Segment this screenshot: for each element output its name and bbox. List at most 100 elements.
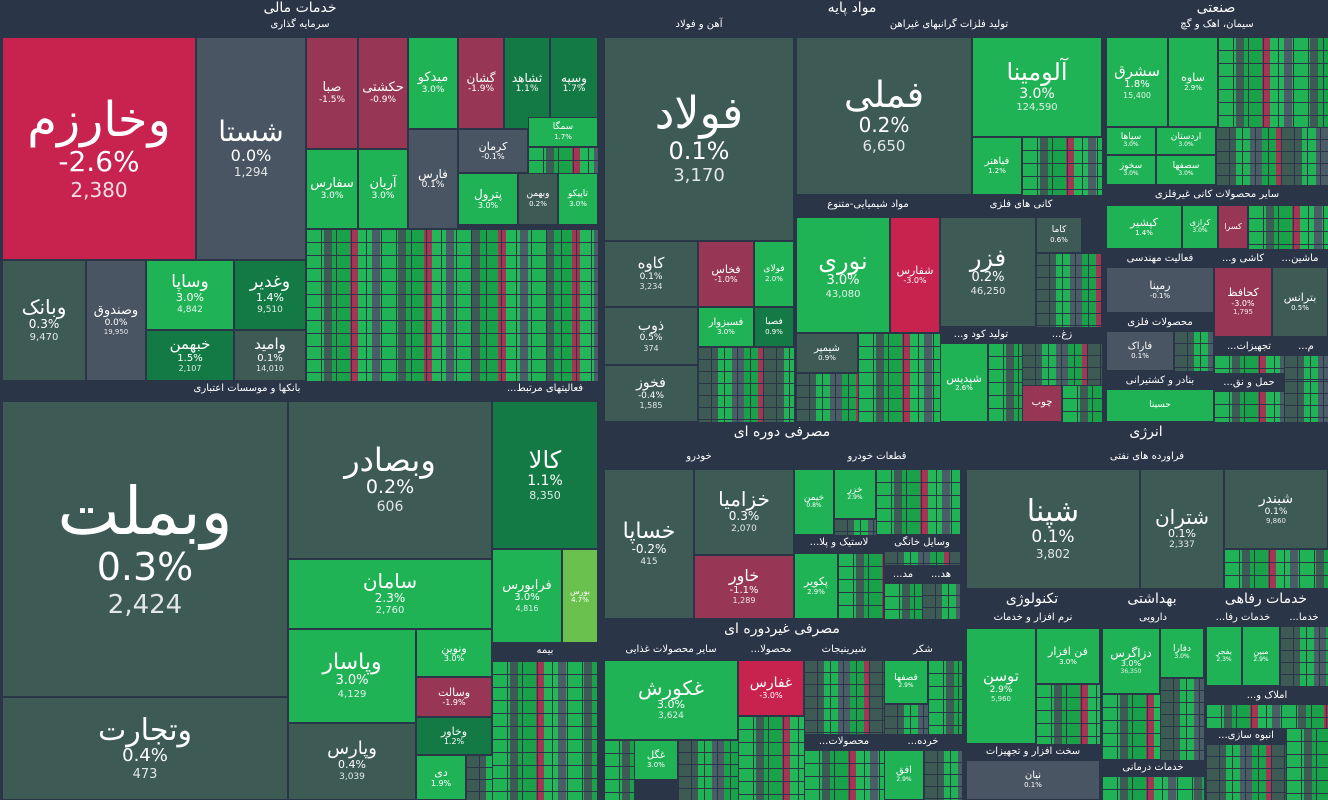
subsector-sugar: شکر قصفها 2.9% <box>884 642 962 734</box>
stock-tile-bafajr[interactable]: بفجر 2.3% <box>1206 626 1242 686</box>
stock-tile-arian[interactable]: آریان 3.0% <box>358 149 408 229</box>
stock-tile-mabin[interactable]: مبین 2.9% <box>1242 626 1280 686</box>
stock-tile-ardestan[interactable]: اردستان 3.0% <box>1156 127 1216 155</box>
sector-technology: تکنولوژی نرم افزار و خدمات توسن 2.9% 5,9… <box>964 591 1100 800</box>
stock-tile-kama[interactable]: کاما 0.6% <box>1036 217 1082 253</box>
stock-tile-fkhooz[interactable]: فخوز -0.4% 1,585 <box>604 365 698 422</box>
sector-title: خدمات رفاهی <box>1224 591 1308 607</box>
stock-tile-niyan[interactable]: نیان 0.1% <box>966 760 1100 800</box>
stock-tile-qfaqha[interactable]: قصفها 2.9% <box>884 660 928 704</box>
stock-tile-vnovin[interactable]: ونوین 3.0% <box>416 629 492 677</box>
stock-tile-vkhavar[interactable]: وخاور 1.2% <box>416 717 492 755</box>
stock-tile-shepna[interactable]: شپنا 0.1% 3,802 <box>966 469 1140 589</box>
stock-tile-vsapa[interactable]: وساپا 3.0% 4,842 <box>146 260 234 330</box>
stock-tile-khavar[interactable]: خاور -1.1% 1,289 <box>694 555 794 619</box>
stock-tile-farabourse[interactable]: فرابورس 3.0% 4,816 <box>492 549 562 643</box>
stock-tile-khasapa[interactable]: خساپا -0.2% 415 <box>604 469 694 619</box>
stock-tile-sasfeha[interactable]: سصفها 3.0% <box>1156 155 1216 185</box>
stock-tile-di[interactable]: دی 1.9% <box>416 755 466 800</box>
stock-tile-skhuz[interactable]: سخوز 3.0% <box>1106 155 1156 185</box>
subsector-title: بانکها و موسسات اعتباری <box>193 383 301 394</box>
stock-tile-saba[interactable]: صبا -1.5% <box>306 37 358 149</box>
stock-tile-ghkoorosh[interactable]: غکورش 3.0% 3,624 <box>604 660 738 740</box>
stock-tile-shefars[interactable]: شفارس -3.0% <box>890 217 940 333</box>
small-tiles-cluster <box>1206 744 1286 800</box>
stock-tile-saman[interactable]: سامان 2.3% 2,760 <box>288 559 492 629</box>
stock-tile-kala[interactable]: کالا 1.1% 8,350 <box>492 401 598 549</box>
stock-tile-vsalat[interactable]: وسالت -1.9% <box>416 677 492 717</box>
sector-cyclical: مصرفی دوره ای خودرو خساپا -0.2% 415 خزام… <box>602 424 962 619</box>
stock-tile-sshargh[interactable]: سشرق 1.8% 15,400 <box>1106 37 1168 127</box>
stock-tile-dfara[interactable]: دفارا 3.0% <box>1160 628 1204 678</box>
stock-tile-kerman[interactable]: کرمان -0.1% <box>458 129 528 173</box>
stock-tile-rampna[interactable]: رمپنا -0.1% <box>1106 267 1214 313</box>
stock-tile-vbamellat[interactable]: وبملت 0.3% 2,424 <box>2 401 288 697</box>
stock-tile-ghgol[interactable]: غگل 3.0% <box>634 740 678 780</box>
stock-tile-semga[interactable]: سمگا 1.7% <box>528 117 598 147</box>
stock-tile-afagh[interactable]: افق 2.9% <box>884 750 924 800</box>
small-tiles-cluster <box>1022 137 1102 195</box>
stock-tile-vamid[interactable]: وامید 0.1% 14,010 <box>234 330 306 381</box>
stock-tile-shpdis[interactable]: شپدیس 2.6% <box>940 343 988 422</box>
stock-tile-bourse[interactable]: بورس 4.7% <box>562 549 598 643</box>
stock-tile-chop[interactable]: چوب <box>1022 385 1062 422</box>
small-tiles-cluster <box>858 333 940 422</box>
stock-tile-vkharazm[interactable]: وخارزم -2.6% 2,380 <box>2 37 196 260</box>
stock-tile-krazi[interactable]: کرازی 3.0% <box>1182 205 1218 249</box>
stock-tile-kaveh[interactable]: کاوه 0.1% 3,234 <box>604 241 698 307</box>
stock-tile-hasina[interactable]: حسینا <box>1106 389 1214 422</box>
small-tiles-cluster <box>306 229 598 381</box>
stock-tile-fanafzar[interactable]: فن افزار 3.0% <box>1036 628 1100 684</box>
stock-tile-fars[interactable]: فارس 0.1% <box>408 129 458 229</box>
stock-tile-goshan[interactable]: گشان -1.9% <box>458 37 504 129</box>
stock-tile-vsandooq[interactable]: وصندوق 0.0% 19,950 <box>86 260 146 381</box>
stock-tile-khafez[interactable]: کحافظ -3.0% 1,795 <box>1214 267 1272 337</box>
stock-tile-vghadir[interactable]: وغدیر 1.4% 9,510 <box>234 260 306 330</box>
stock-tile-sipaha[interactable]: سپاها 3.0% <box>1106 127 1156 155</box>
sector-noncyclical: مصرفی غیردوره ای سایر محصولات غذایی غکور… <box>602 621 962 800</box>
stock-tile-vsepah[interactable]: وسپه 1.7% <box>550 37 598 129</box>
stock-tile-shbandar[interactable]: شبندر 0.1% 9,860 <box>1224 469 1328 549</box>
stock-tile-shesapir[interactable]: شیمپر 0.9% <box>796 333 858 373</box>
stock-tile-fsabzevar[interactable]: فسبزوار 3.0% <box>698 307 754 347</box>
stock-tile-saveh[interactable]: ساوه 2.9% <box>1168 37 1218 127</box>
stock-tile-khazamia[interactable]: خزامیا 0.3% 2,070 <box>694 469 794 555</box>
stock-tile-ghfars[interactable]: غفارس -3.0% <box>738 660 804 716</box>
sector-base-materials: مواد پایه آهن و فولاد فولاد 0.1% 3,170 ک… <box>602 0 1102 422</box>
stock-tile-dzagros[interactable]: دزاگرس 3.0% 36,350 <box>1102 628 1160 694</box>
stock-tile-fezer[interactable]: فزر 0.2% 46,250 <box>940 217 1036 327</box>
stock-tile-petrol[interactable]: پترول 3.0% <box>458 173 518 225</box>
stock-tile-fkhas[interactable]: فخاس -1.0% <box>698 241 754 307</box>
stock-tile-betrans[interactable]: بترانس 0.5% <box>1272 267 1328 337</box>
stock-tile-noori[interactable]: نوری 3.0% 43,080 <box>796 217 890 333</box>
stock-tile-vbsader[interactable]: وبصادر 0.2% 606 <box>288 401 492 559</box>
stock-tile-tshahed[interactable]: ثشاهد 1.1% <box>504 37 550 129</box>
stock-tile-safars[interactable]: سفارس 3.0% <box>306 149 358 229</box>
stock-tile-pakhbir[interactable]: پکویر 2.9% <box>794 553 838 619</box>
stock-tile-femli[interactable]: فملی 0.2% 6,650 <box>796 37 972 195</box>
stock-tile-fbahonar[interactable]: فباهنر 1.2% <box>972 137 1022 195</box>
stock-tile-toosan[interactable]: توسن 2.9% 5,960 <box>966 628 1036 744</box>
small-tiles-cluster <box>604 740 634 800</box>
stock-tile-fooladi[interactable]: فولای 2.0% <box>754 241 794 307</box>
stock-tile-vparis[interactable]: وپارس 0.4% 3,039 <box>288 723 416 800</box>
stock-tile-khemhen[interactable]: خیمن 0.8% <box>794 469 834 535</box>
stock-tile-midko[interactable]: میدکو 3.0% <box>408 37 458 129</box>
stock-tile-kpashir[interactable]: کپشیر 1.4% <box>1106 205 1182 249</box>
stock-tile-aluminium[interactable]: آلومینا 3.0% 124,590 <box>972 37 1102 137</box>
stock-tile-vbank[interactable]: وبانک 0.3% 9,470 <box>2 260 86 381</box>
stock-tile-hekashti[interactable]: حکشتی -0.9% <box>358 37 408 149</box>
stock-tile-vtejarat[interactable]: وتجارت 0.4% 473 <box>2 697 288 800</box>
stock-tile-qarak[interactable]: فاراک 0.1% <box>1106 331 1174 371</box>
stock-tile-kasra[interactable]: کسرا <box>1218 205 1248 249</box>
stock-tile-shtran[interactable]: شتران 0.1% 2,337 <box>1140 469 1224 589</box>
stock-tile-shasta[interactable]: شستا 0.0% 1,294 <box>196 37 306 260</box>
stock-tile-zob[interactable]: ذوب 0.5% 374 <box>604 307 698 365</box>
stock-tile-vpasar[interactable]: وپاسار 3.0% 4,129 <box>288 629 416 723</box>
stock-tile-foolad[interactable]: فولاد 0.1% 3,170 <box>604 37 794 241</box>
stock-tile-tapiko[interactable]: تاپیکو 3.0% <box>558 173 598 225</box>
stock-tile-khbahman[interactable]: خبهمن 1.5% 2,107 <box>146 330 234 381</box>
stock-tile-khazar[interactable]: خزر 2.9% <box>834 469 876 519</box>
stock-tile-vbahman[interactable]: وبهمن 0.2% <box>518 173 558 225</box>
stock-tile-fsapa[interactable]: فصبا 0.9% <box>754 307 794 347</box>
